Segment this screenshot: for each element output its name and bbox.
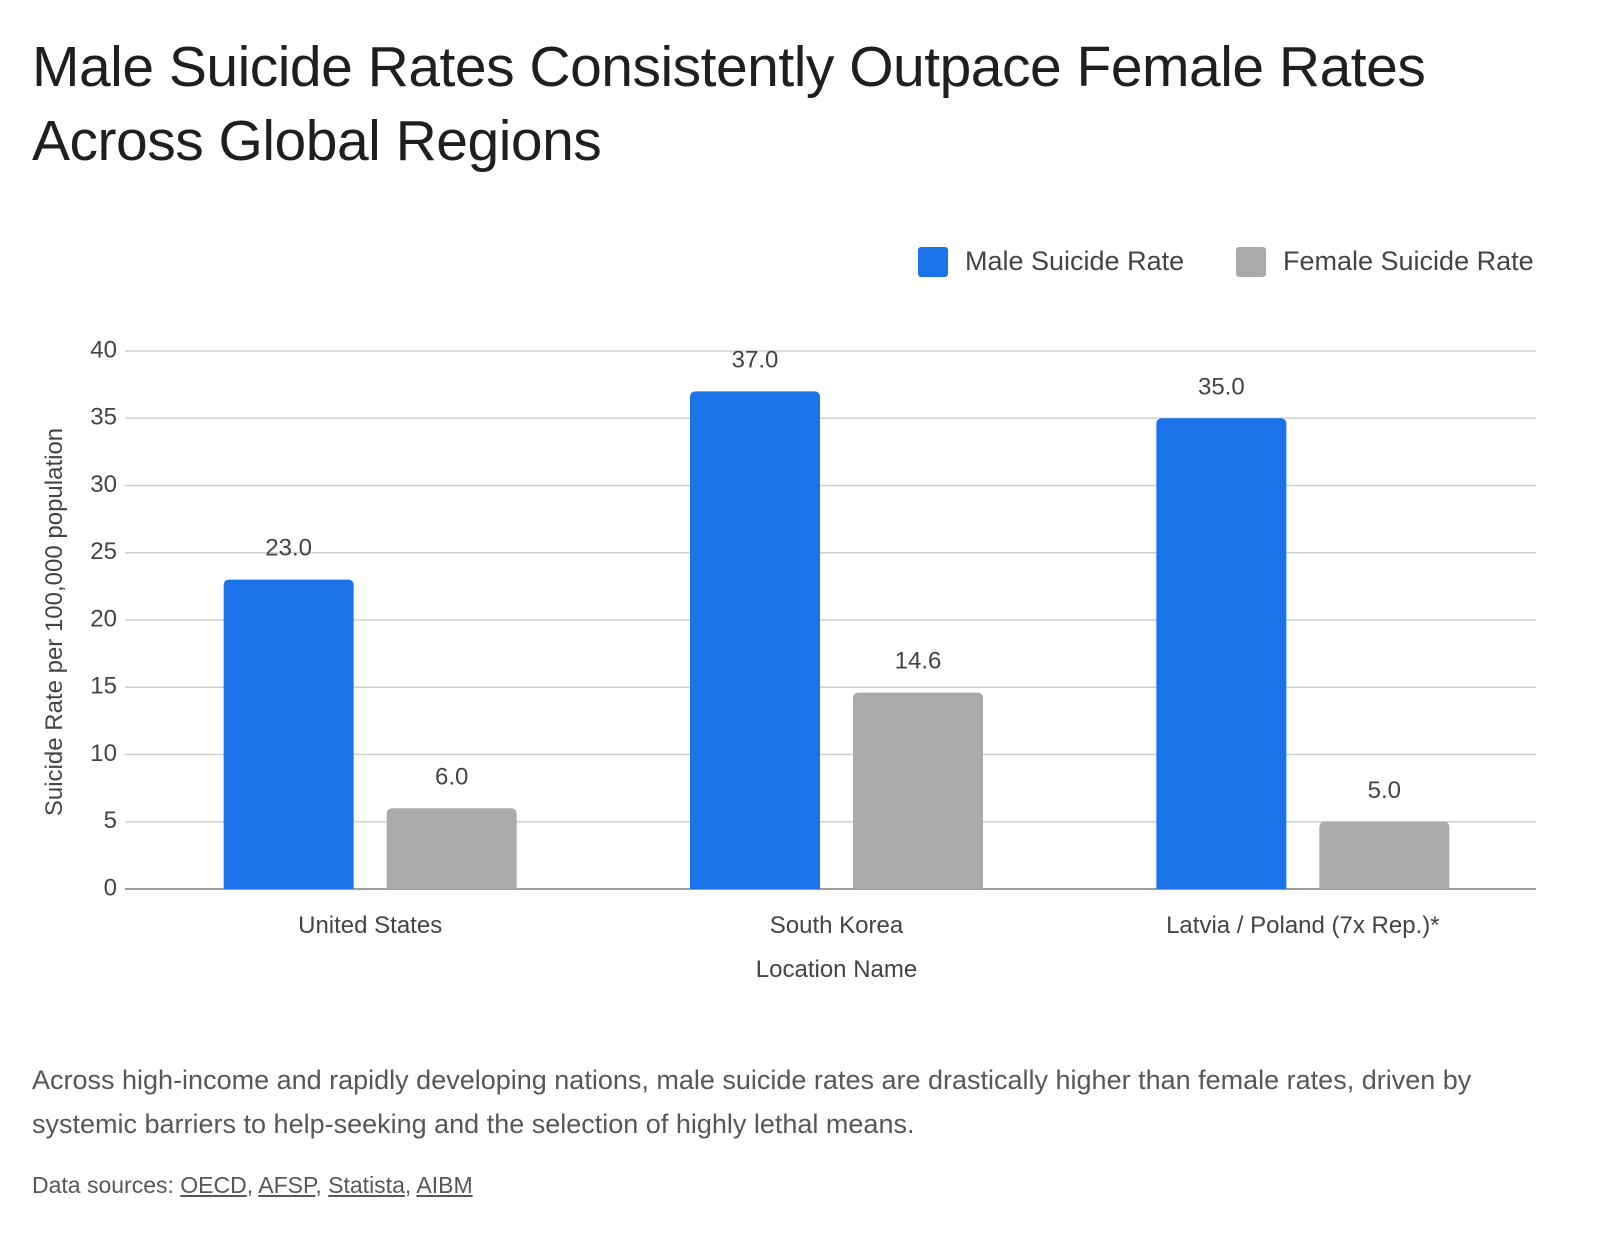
data-label: 37.0: [732, 346, 779, 373]
y-tick-label: 0: [104, 874, 117, 901]
y-tick-label: 25: [90, 538, 117, 565]
y-tick-label: 5: [104, 807, 117, 834]
data-sources: Data sources: OECD, AFSP, Statista, AIBM: [32, 1172, 473, 1198]
sources-prefix: Data sources:: [32, 1172, 181, 1198]
axes: 0 5 10 15 20 25 30 35 40 United States South Korea…: [41, 336, 1440, 983]
x-axis-label: Location Name: [756, 956, 917, 983]
bars: [223, 391, 1450, 889]
data-labels: 23.0 6.0 37.0 14.6 35.0 5.0: [265, 346, 1401, 803]
data-label: 14.6: [895, 648, 942, 675]
legend-label-female: Female Suicide Rate: [1283, 246, 1534, 276]
y-tick-label: 15: [90, 673, 117, 700]
source-link-oecd[interactable]: OECD: [180, 1172, 247, 1198]
x-tick-label: Latvia / Poland (7x Rep.)*: [1166, 912, 1439, 939]
legend-swatch-female: [1236, 247, 1266, 277]
bar-male: [1156, 418, 1287, 889]
chart-title: Male Suicide Rates Consistently Outpace …: [32, 35, 1426, 173]
bar-female: [1319, 821, 1450, 889]
y-tick-label: 10: [90, 740, 117, 767]
y-tick-label: 40: [90, 336, 117, 363]
data-label: 6.0: [435, 763, 468, 790]
y-tick-label: 20: [90, 605, 117, 632]
x-tick-label: United States: [298, 912, 442, 939]
source-link-aibm[interactable]: AIBM: [416, 1172, 473, 1198]
gridlines: [125, 350, 1536, 890]
y-axis-label: Suicide Rate per 100,000 population: [41, 428, 68, 816]
bar-chart: 23.0 6.0 37.0 14.6 35.0 5.0 0 5 10 15 20 25 30 35 40 U…: [41, 246, 1536, 983]
source-link-statista[interactable]: Statista: [328, 1172, 405, 1198]
data-label: 23.0: [265, 535, 312, 562]
chart-caption: Across high-income and rapidly developin…: [32, 1065, 1472, 1139]
y-tick-label: 30: [90, 471, 117, 498]
bar-male: [223, 579, 354, 889]
data-label: 35.0: [1198, 373, 1245, 400]
y-tick-label: 35: [90, 404, 117, 431]
source-link-afsp[interactable]: AFSP: [258, 1172, 316, 1198]
legend: Male Suicide Rate Female Suicide Rate: [918, 246, 1534, 277]
bar-female: [386, 808, 517, 889]
bar-male: [690, 391, 820, 889]
legend-swatch-male: [918, 247, 948, 277]
bar-female: [853, 692, 983, 889]
legend-label-male: Male Suicide Rate: [965, 246, 1184, 276]
x-tick-label: South Korea: [770, 912, 904, 939]
data-label: 5.0: [1368, 777, 1401, 804]
